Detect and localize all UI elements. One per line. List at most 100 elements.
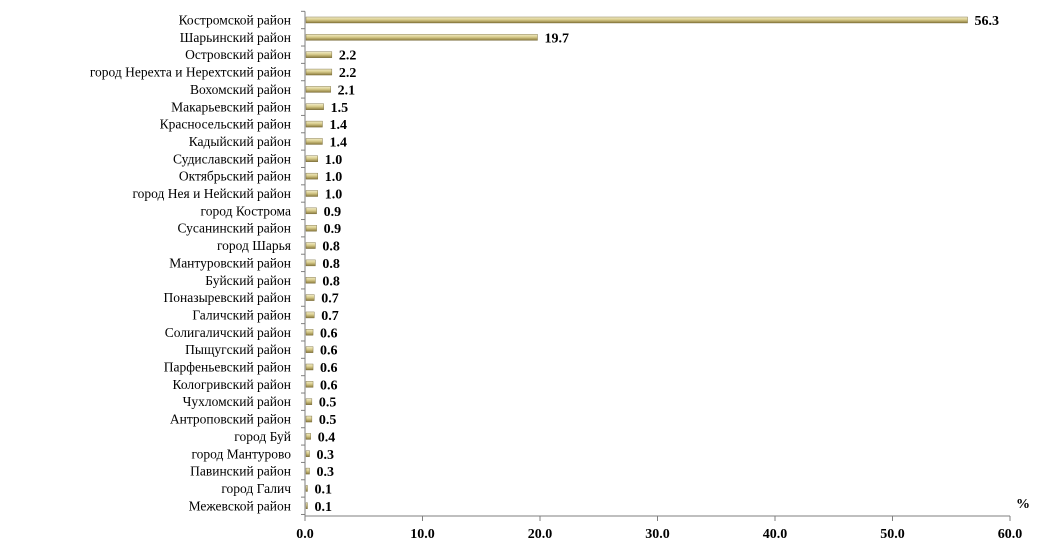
category-label: Вохомский район <box>190 82 291 97</box>
bar <box>305 415 313 423</box>
value-label: 0.8 <box>322 257 340 272</box>
unit-label: % <box>1016 497 1030 512</box>
x-tick-label: 60.0 <box>998 527 1023 542</box>
bar <box>305 450 310 457</box>
value-label: 0.8 <box>322 274 340 289</box>
category-label: Шарьинский район <box>180 30 291 45</box>
category-label: Судиславский район <box>173 151 291 166</box>
category-label: Кадыйский район <box>189 134 291 149</box>
value-label: 0.1 <box>315 500 333 515</box>
value-label: 1.0 <box>325 188 343 203</box>
value-label: 56.3 <box>975 14 1000 29</box>
bar <box>305 34 538 41</box>
bars <box>305 16 968 509</box>
value-label: 0.6 <box>320 361 338 376</box>
value-label: 0.9 <box>324 205 342 220</box>
category-label: город Кострома <box>201 203 291 218</box>
value-label: 0.6 <box>320 378 338 393</box>
category-label: Межевской район <box>189 498 291 513</box>
value-label: 0.3 <box>317 448 335 463</box>
bar <box>305 242 316 249</box>
bar <box>305 433 311 440</box>
category-label: Солигаличский район <box>165 325 291 340</box>
bar <box>305 86 331 93</box>
x-tick-label: 50.0 <box>880 527 905 542</box>
bar <box>305 16 968 24</box>
value-label: 1.4 <box>329 135 347 150</box>
category-label: город Буй <box>234 429 291 444</box>
category-label: Красносельский район <box>160 117 291 132</box>
axes <box>301 10 1011 521</box>
value-label: 0.8 <box>322 240 340 255</box>
category-label: Поназыревский район <box>164 290 291 305</box>
category-label: город Галич <box>221 481 291 496</box>
x-tick-label: 30.0 <box>645 527 670 542</box>
category-label: Антроповский район <box>170 412 291 427</box>
category-label: Октябрьский район <box>179 169 291 184</box>
value-label: 0.5 <box>319 396 337 411</box>
labels: 0.0 10.0 20.0 30.0 40.0 50.0 60.0% Костромской … <box>90 13 1030 542</box>
bar <box>305 155 318 163</box>
bar <box>305 172 318 180</box>
value-label: 0.6 <box>320 326 338 341</box>
category-label: Пыщугский район <box>185 342 291 357</box>
x-tick-label: 20.0 <box>528 527 553 542</box>
bar <box>305 51 333 58</box>
value-label: 0.4 <box>318 430 336 445</box>
bar <box>305 277 316 284</box>
value-label: 0.7 <box>321 292 339 307</box>
value-label: 0.9 <box>324 222 342 237</box>
bar <box>305 294 315 301</box>
bar <box>305 207 317 215</box>
category-label: Кологривский район <box>172 377 291 392</box>
value-label: 2.1 <box>338 83 356 98</box>
bar <box>305 138 323 145</box>
bar <box>305 68 333 76</box>
x-tick-label: 40.0 <box>763 527 788 542</box>
category-label: Павинский район <box>190 464 291 479</box>
category-label: Чухломский район <box>183 394 291 409</box>
bar <box>305 190 318 197</box>
bar <box>305 381 314 388</box>
category-label: город Шарья <box>217 238 291 253</box>
bar <box>305 485 308 492</box>
value-label: 19.7 <box>544 31 569 46</box>
bar <box>305 259 316 267</box>
value-label: 1.0 <box>325 153 343 168</box>
category-label: Костромской район <box>179 13 291 28</box>
bar <box>305 363 314 371</box>
value-label: 0.5 <box>319 413 337 428</box>
category-label: Островский район <box>185 47 291 62</box>
bar <box>305 120 323 128</box>
category-label: Галичский район <box>192 307 291 322</box>
x-tick-label: 10.0 <box>410 527 435 542</box>
value-label: 1.4 <box>329 118 347 133</box>
bar <box>305 346 314 353</box>
value-label: 0.6 <box>320 344 338 359</box>
bar <box>305 103 324 110</box>
bar <box>305 467 310 475</box>
category-label: Макарьевский район <box>171 99 291 114</box>
value-label: 2.2 <box>339 66 357 81</box>
bar <box>305 502 308 509</box>
category-label: город Мантурово <box>191 446 291 461</box>
category-label: Буйский район <box>205 273 291 288</box>
value-label: 1.5 <box>331 101 349 116</box>
category-label: Парфеньевский район <box>164 360 291 375</box>
category-label: город Нерехта и Нерехтский район <box>90 65 291 80</box>
category-label: Мантуровский район <box>169 255 291 270</box>
x-tick-label: 0.0 <box>296 527 314 542</box>
value-label: 1.0 <box>325 170 343 185</box>
bar <box>305 224 317 232</box>
value-label: 0.7 <box>321 309 339 324</box>
category-label: Сусанинский район <box>177 221 291 236</box>
category-label: город Нея и Нейский район <box>132 186 291 201</box>
bar <box>305 329 314 336</box>
bar <box>305 398 313 405</box>
value-label: 0.3 <box>317 465 335 480</box>
bar <box>305 311 315 319</box>
value-label: 0.1 <box>315 482 333 497</box>
value-label: 2.2 <box>339 49 357 64</box>
